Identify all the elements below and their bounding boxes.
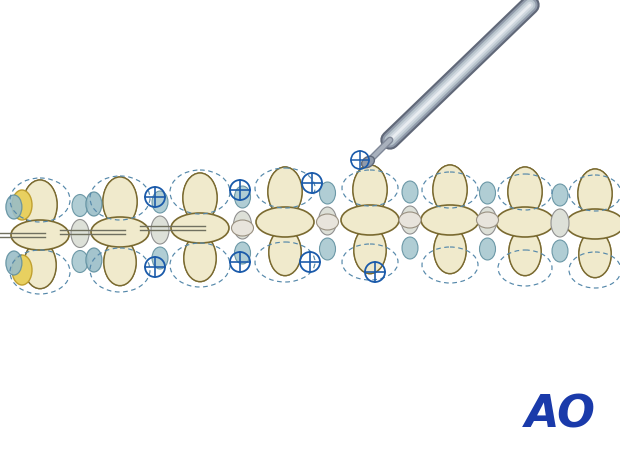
Ellipse shape — [183, 173, 217, 223]
Ellipse shape — [152, 191, 168, 213]
Ellipse shape — [551, 209, 569, 237]
Ellipse shape — [353, 165, 387, 214]
Ellipse shape — [151, 216, 169, 244]
Ellipse shape — [421, 205, 479, 235]
Ellipse shape — [231, 220, 254, 236]
Ellipse shape — [103, 177, 137, 226]
Ellipse shape — [508, 167, 542, 217]
Ellipse shape — [434, 227, 466, 274]
Ellipse shape — [399, 212, 421, 228]
Ellipse shape — [433, 165, 467, 214]
Ellipse shape — [12, 255, 32, 285]
Ellipse shape — [72, 195, 88, 217]
Ellipse shape — [401, 206, 419, 234]
Ellipse shape — [508, 167, 542, 217]
Ellipse shape — [433, 165, 467, 214]
Ellipse shape — [256, 207, 314, 237]
Ellipse shape — [319, 207, 337, 235]
Ellipse shape — [269, 229, 301, 275]
Ellipse shape — [24, 242, 56, 289]
Ellipse shape — [479, 207, 497, 235]
Ellipse shape — [234, 186, 250, 208]
Ellipse shape — [234, 242, 250, 264]
Ellipse shape — [316, 214, 339, 230]
Ellipse shape — [319, 182, 335, 204]
Ellipse shape — [479, 238, 495, 260]
Ellipse shape — [509, 229, 541, 275]
Ellipse shape — [183, 173, 217, 223]
Ellipse shape — [86, 192, 102, 216]
Ellipse shape — [578, 169, 612, 218]
Ellipse shape — [12, 190, 32, 220]
Ellipse shape — [91, 217, 149, 247]
Ellipse shape — [509, 229, 541, 275]
Ellipse shape — [86, 248, 102, 272]
Ellipse shape — [268, 167, 302, 217]
Ellipse shape — [552, 184, 568, 206]
Ellipse shape — [434, 227, 466, 274]
Ellipse shape — [234, 211, 252, 239]
Ellipse shape — [152, 247, 168, 269]
Ellipse shape — [6, 195, 22, 219]
Ellipse shape — [71, 219, 89, 247]
Ellipse shape — [23, 180, 57, 230]
Ellipse shape — [477, 212, 498, 228]
Ellipse shape — [479, 182, 495, 204]
Ellipse shape — [171, 213, 229, 243]
Ellipse shape — [579, 231, 611, 278]
Ellipse shape — [319, 238, 335, 260]
Text: AO: AO — [525, 393, 595, 437]
Ellipse shape — [354, 227, 386, 274]
Ellipse shape — [268, 167, 302, 217]
Ellipse shape — [552, 240, 568, 262]
Ellipse shape — [269, 229, 301, 275]
Ellipse shape — [341, 205, 399, 235]
Ellipse shape — [402, 237, 418, 259]
Ellipse shape — [353, 165, 387, 214]
Ellipse shape — [72, 251, 88, 273]
Ellipse shape — [104, 239, 136, 285]
Ellipse shape — [361, 156, 374, 168]
Ellipse shape — [496, 207, 554, 237]
Ellipse shape — [578, 169, 612, 218]
Ellipse shape — [184, 235, 216, 282]
Ellipse shape — [402, 181, 418, 203]
Ellipse shape — [23, 180, 57, 230]
Ellipse shape — [566, 209, 620, 239]
Ellipse shape — [104, 239, 136, 285]
Ellipse shape — [24, 242, 56, 289]
Ellipse shape — [11, 220, 69, 250]
Ellipse shape — [579, 231, 611, 278]
Ellipse shape — [103, 177, 137, 226]
Ellipse shape — [354, 227, 386, 274]
Ellipse shape — [184, 235, 216, 282]
Ellipse shape — [6, 251, 22, 275]
